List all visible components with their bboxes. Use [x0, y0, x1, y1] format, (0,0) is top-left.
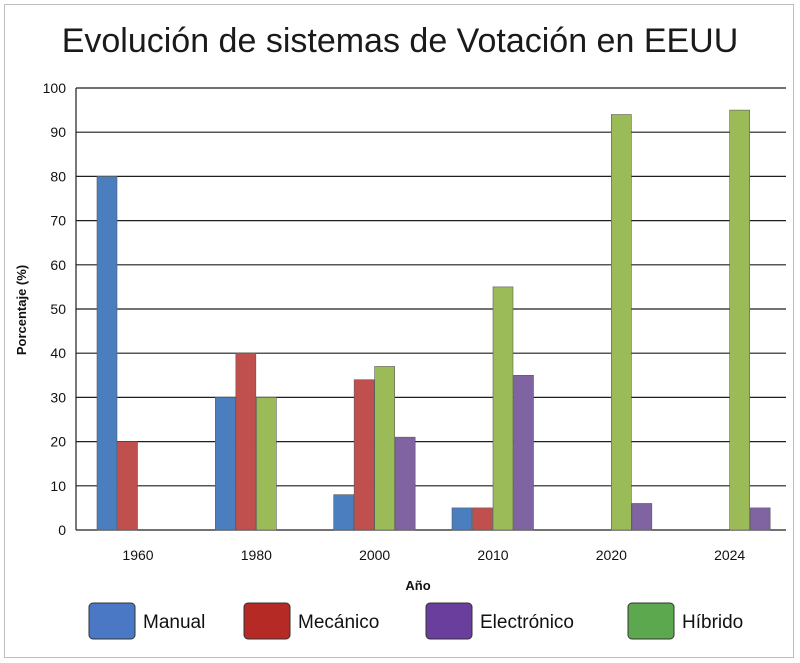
y-tick-label: 40: [50, 345, 66, 361]
x-tick-label: 2024: [714, 547, 745, 563]
y-axis-title: Porcentaje (%): [14, 265, 29, 355]
bar-mecánico-2000: [353, 379, 375, 531]
x-tick-label: 1960: [122, 547, 153, 563]
bar-mecánico-1960: [117, 441, 138, 531]
y-tick-label: 10: [50, 478, 66, 494]
legend-item-mecánico: Mecánico: [243, 602, 379, 640]
x-tick-label: 2000: [359, 547, 390, 563]
y-tick-label: 80: [50, 168, 66, 184]
y-axis-ticks: 0 10 20 30 40 50 60 70 80 90 100: [43, 80, 67, 538]
x-axis-title: Año: [405, 578, 430, 593]
y-tick-label: 100: [43, 80, 67, 96]
bar-mecánico-2010: [472, 507, 493, 531]
chart-frame: [4, 4, 794, 658]
legend-label: Electrónico: [480, 612, 574, 633]
legend-item-híbrido: Híbrido: [627, 602, 743, 640]
legend: Manual Mecánico Electrónico Híbrido: [88, 602, 743, 640]
y-tick-label: 0: [58, 522, 66, 538]
x-tick-label: 1980: [241, 547, 272, 563]
legend-label: Híbrido: [682, 612, 743, 633]
bar-manual-1960: [96, 176, 118, 531]
legend-swatch: [627, 602, 675, 640]
y-tick-label: 70: [50, 213, 66, 229]
bar-manual-2000: [333, 494, 354, 531]
bar-electrónico-2024: [749, 507, 771, 531]
legend-swatch: [243, 602, 291, 640]
bar-electrónico-2010: [513, 374, 534, 531]
y-tick-label: 20: [50, 434, 66, 450]
gridlines: [75, 87, 786, 531]
bar-híbrido-2010: [492, 286, 514, 531]
bar-híbrido-2024: [729, 109, 750, 531]
legend-label: Mecánico: [298, 612, 379, 633]
x-tick-label: 2020: [596, 547, 627, 563]
bars: [96, 109, 771, 531]
y-tick-label: 50: [50, 301, 66, 317]
x-tick-label: 2010: [477, 547, 508, 563]
legend-swatch: [425, 602, 473, 640]
chart-title: Evolución de sistemas de Votación en EEU…: [62, 22, 739, 60]
y-tick-label: 90: [50, 124, 66, 140]
bar-manual-2010: [451, 507, 473, 531]
x-axis-ticks: 1960 1980 2000 2010 2020 2024: [122, 547, 745, 563]
legend-item-manual: Manual: [88, 602, 205, 640]
bar-híbrido-1980: [256, 397, 277, 531]
y-tick-label: 60: [50, 257, 66, 273]
bar-electrónico-2000: [394, 436, 416, 531]
bar-híbrido-2020: [611, 114, 632, 531]
legend-swatch: [88, 602, 136, 640]
legend-item-electrónico: Electrónico: [425, 602, 574, 640]
y-tick-label: 30: [50, 389, 66, 405]
bar-híbrido-2000: [374, 366, 395, 531]
legend-label: Manual: [143, 612, 205, 633]
bar-manual-1980: [215, 397, 236, 531]
bar-electrónico-2020: [631, 503, 653, 531]
bar-mecánico-1980: [235, 352, 257, 531]
